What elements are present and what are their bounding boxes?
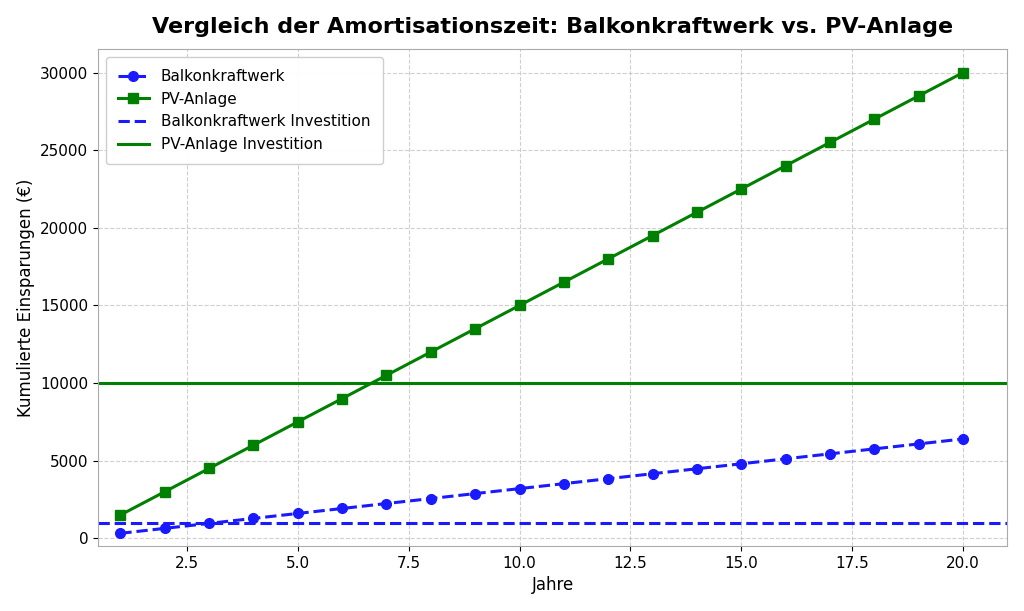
PV-Anlage [513, 302, 525, 309]
PV-Anlage [115, 511, 127, 519]
Balkonkraftwerk [779, 455, 792, 463]
PV-Anlage [203, 465, 215, 472]
PV-Anlage [336, 395, 348, 402]
Balkonkraftwerk [513, 485, 525, 492]
PV-Anlage [868, 115, 881, 123]
Balkonkraftwerk [425, 495, 437, 502]
Balkonkraftwerk [956, 435, 969, 442]
Balkonkraftwerk [292, 510, 304, 517]
Balkonkraftwerk [735, 460, 748, 467]
Balkonkraftwerk Investition [115, 519, 127, 527]
PV-Anlage Investition [70, 379, 82, 387]
PV-Anlage [469, 325, 481, 332]
Balkonkraftwerk [602, 475, 614, 482]
Balkonkraftwerk [823, 450, 836, 458]
Balkonkraftwerk [380, 500, 392, 507]
PV-Anlage [735, 185, 748, 192]
Balkonkraftwerk [469, 490, 481, 497]
Line: PV-Anlage: PV-Anlage [116, 68, 968, 520]
Balkonkraftwerk [558, 480, 570, 488]
PV-Anlage [425, 348, 437, 356]
Y-axis label: Kumulierte Einsparungen (€): Kumulierte Einsparungen (€) [16, 178, 35, 417]
X-axis label: Jahre: Jahre [531, 576, 573, 595]
Balkonkraftwerk [159, 525, 171, 532]
Balkonkraftwerk [336, 505, 348, 512]
PV-Anlage [691, 208, 703, 216]
PV-Anlage [779, 162, 792, 169]
Title: Vergleich der Amortisationszeit: Balkonkraftwerk vs. PV-Anlage: Vergleich der Amortisationszeit: Balkonk… [153, 16, 953, 37]
PV-Anlage [247, 442, 259, 449]
PV-Anlage [956, 69, 969, 76]
Balkonkraftwerk [247, 514, 259, 522]
Balkonkraftwerk [646, 470, 658, 477]
PV-Anlage [823, 139, 836, 146]
Balkonkraftwerk [868, 445, 881, 453]
PV-Anlage [602, 255, 614, 263]
PV-Anlage [159, 488, 171, 496]
Balkonkraftwerk [691, 465, 703, 472]
Balkonkraftwerk [203, 520, 215, 527]
PV-Anlage [646, 232, 658, 240]
PV-Anlage [558, 279, 570, 286]
Balkonkraftwerk Investition [70, 519, 82, 527]
PV-Anlage [292, 418, 304, 425]
PV-Anlage Investition [115, 379, 127, 387]
PV-Anlage [380, 371, 392, 379]
Line: Balkonkraftwerk: Balkonkraftwerk [116, 434, 968, 538]
Legend: Balkonkraftwerk, PV-Anlage, Balkonkraftwerk Investition, PV-Anlage Investition: Balkonkraftwerk, PV-Anlage, Balkonkraftw… [105, 57, 383, 164]
Balkonkraftwerk [115, 530, 127, 537]
PV-Anlage [912, 92, 925, 100]
Balkonkraftwerk [912, 441, 925, 448]
